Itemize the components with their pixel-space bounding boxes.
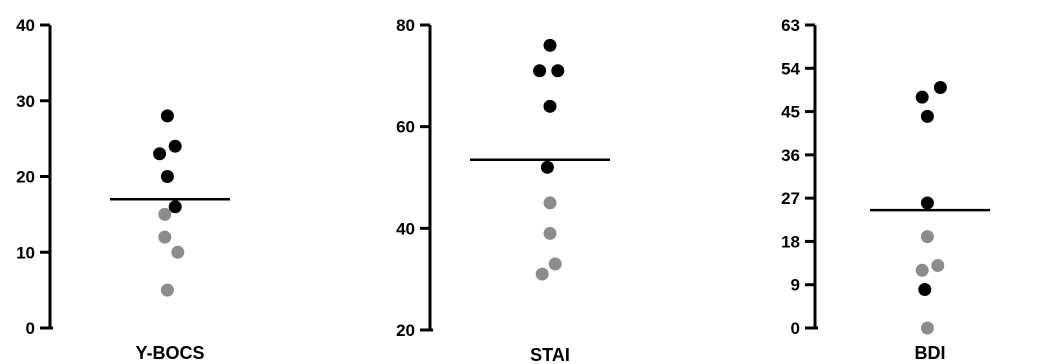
panel-ybocs-marks: 0 10 20 30 40	[16, 16, 230, 338]
data-point-bdi-black	[920, 109, 934, 123]
data-point-ybocs-gray	[160, 283, 174, 297]
data-point-ybocs-black	[153, 147, 167, 161]
data-point-bdi-gray	[920, 321, 934, 335]
y-tick-label-stai: 60	[396, 118, 415, 137]
data-point-ybocs-gray	[158, 230, 172, 244]
data-point-ybocs-black	[160, 109, 174, 123]
data-point-bdi-gray	[920, 230, 934, 244]
panel-stai: 20 40 60 80 STAI	[396, 16, 610, 364]
y-tick-label-bdi: 0	[791, 319, 800, 338]
data-point-bdi-gray	[915, 263, 929, 277]
panel-stai-marks: 20 40 60 80	[396, 16, 610, 340]
data-point-ybocs-black	[168, 200, 182, 214]
data-point-stai-gray	[543, 226, 557, 240]
y-tick-label-bdi: 18	[781, 232, 800, 251]
y-tick-label-ybocs: 0	[26, 319, 35, 338]
data-point-bdi-black	[918, 283, 932, 297]
panel-bdi: 0 9 18 27 36 45 54 63 BDI	[781, 16, 990, 363]
data-point-stai-black	[543, 38, 557, 52]
data-point-ybocs-gray	[171, 245, 185, 259]
data-point-bdi-black	[915, 90, 929, 104]
y-tick-label-bdi: 27	[781, 189, 800, 208]
y-tick-label-bdi: 9	[791, 276, 800, 295]
y-tick-label-ybocs: 40	[16, 16, 35, 35]
data-point-stai-black	[540, 160, 554, 174]
y-tick-label-ybocs: 10	[16, 243, 35, 262]
data-point-bdi-black	[920, 196, 934, 210]
y-tick-label-bdi: 54	[781, 59, 800, 78]
x-axis-label-ybocs: Y-BOCS	[135, 343, 204, 363]
data-point-stai-black	[551, 64, 565, 78]
y-tick-label-bdi: 63	[781, 16, 800, 35]
x-axis-label-bdi: BDI	[915, 343, 946, 363]
data-point-ybocs-black	[168, 139, 182, 153]
panel-bdi-marks: 0 9 18 27 36 45 54 63	[781, 16, 990, 338]
data-point-bdi-gray	[931, 258, 945, 272]
x-axis-label-stai: STAI	[530, 345, 570, 364]
data-point-stai-black	[543, 99, 557, 113]
y-tick-label-stai: 40	[396, 219, 415, 238]
data-point-bdi-black	[933, 81, 947, 95]
y-tick-label-stai: 80	[396, 16, 415, 35]
y-tick-label-stai: 20	[396, 321, 415, 340]
y-tick-label-ybocs: 20	[16, 168, 35, 187]
data-point-stai-gray	[543, 196, 557, 210]
y-tick-label-bdi: 36	[781, 146, 800, 165]
data-point-stai-black	[533, 64, 547, 78]
data-point-stai-gray	[548, 257, 562, 271]
y-tick-label-bdi: 45	[781, 103, 800, 122]
data-point-ybocs-gray	[158, 207, 172, 221]
panel-ybocs: 0 10 20 30 40 Y-BOCS	[16, 16, 230, 363]
data-point-stai-gray	[535, 267, 549, 281]
y-tick-label-ybocs: 30	[16, 92, 35, 111]
data-point-ybocs-black	[160, 170, 174, 183]
